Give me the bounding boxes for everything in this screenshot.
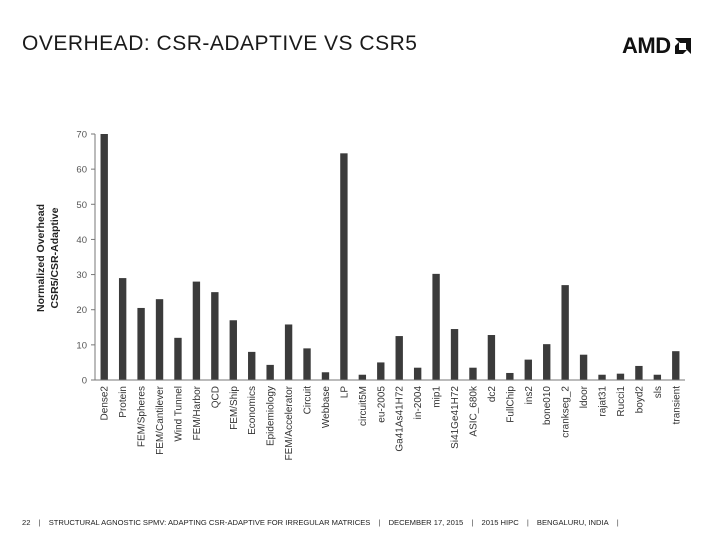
bar-11 [303,348,311,380]
x-tick-label: Si41Ge41H72 [450,386,461,449]
bar-9 [266,364,274,380]
amd-logo-text: AMD [622,33,671,58]
x-tick-label: FEM/Cantilever [155,385,166,455]
bar-7 [229,320,237,380]
bar-31 [672,351,680,380]
bar-5 [192,281,201,380]
y-axis-title: Normalized Overhead CSR5/CSR-Adaptive [35,204,61,312]
x-tick-label: bone010 [542,386,553,425]
overhead-bar-chart: Normalized Overhead CSR5/CSR-Adaptive 0 1… [35,130,685,460]
x-tick-label: FEM/Harbor [192,385,203,440]
bar-3 [155,299,164,380]
footer-separator: | [526,518,529,527]
y-axis: 0 10 20 30 40 50 60 70 [76,130,95,387]
bar-22 [506,372,514,380]
x-tick-label: mip1 [432,386,443,408]
y-tick-label: 60 [76,165,87,176]
y-tick-label: 20 [76,305,87,316]
slide-title: OVERHEAD: CSR-ADAPTIVE VS CSR5 [22,32,418,55]
x-tick-label: FEM/Ship [229,386,240,430]
bar-1 [118,278,127,380]
bar-4 [174,337,182,380]
x-tick-label: Webbase [321,386,332,429]
x-tick-label: Rucci1 [616,386,627,417]
footer-location: BENGALURU, INDIA [536,518,609,527]
x-tick-label: FEM/Accelerator [284,385,295,460]
bar-20 [469,367,477,380]
x-tick-label: FEM/Spheres [137,386,148,447]
x-tick-label: LP [339,386,350,399]
bar-2 [137,307,145,380]
footer-separator: | [471,518,474,527]
bar-17 [413,367,422,380]
bar-8 [248,351,256,380]
y-tick-label: 30 [76,270,87,281]
x-tick-label: rajat31 [598,386,609,417]
bar-12 [321,372,330,380]
x-tick-label: sls [653,386,664,398]
amd-logo: AMD [622,33,702,58]
bar-18 [432,273,440,380]
x-tick-label: ASIC_680k [468,385,479,437]
x-tick-label: Wind Tunnel [173,386,184,442]
bar-21 [487,335,496,380]
bar-6 [211,292,219,380]
x-tick-label: Circuit [303,386,314,415]
y-tick-label: 50 [76,200,87,211]
x-tick-label: Protein [118,386,129,418]
footer-talk-title: STRUCTURAL AGNOSTIC SPMV: ADAPTING CSR-A… [48,518,371,527]
footer-page-number: 22 [22,518,31,527]
bar-14 [358,374,367,380]
footer-separator: | [378,518,381,527]
x-tick-label: Ga41As41H72 [395,386,406,452]
x-tick-label: ldoor [579,385,590,408]
x-tick-label: FullChip [505,386,516,423]
bar-25 [561,285,569,380]
x-tick-label: in-2004 [413,386,424,420]
bar-29 [635,365,643,380]
y-axis-title-line2: CSR5/CSR-Adaptive [49,207,61,308]
x-tick-label: Economics [247,386,258,435]
y-tick-label: 70 [76,130,87,141]
bar-13 [340,153,348,380]
amd-arrow-icon [674,38,691,54]
bar-30 [653,374,662,380]
x-tick-label: dc2 [487,386,498,403]
y-tick-label: 0 [82,376,87,387]
bar-27 [598,374,606,380]
x-tick-label: crankseg_2 [561,386,572,438]
footer-separator: | [616,518,619,527]
slide-footer: 22 | STRUCTURAL AGNOSTIC SPMV: ADAPTING … [22,518,625,527]
bar-16 [395,336,403,380]
x-tick-label: transient [671,386,682,425]
bar-26 [579,354,588,380]
y-tick-label: 10 [76,340,87,351]
bar-24 [543,344,551,380]
bar-23 [524,359,532,380]
footer-date: DECEMBER 17, 2015 [388,518,464,527]
bars [100,134,680,380]
x-axis-labels: Dense2 Protein FEM/Spheres FEM/Cantilever Wi… [100,385,683,460]
x-tick-label: boyd2 [634,386,645,414]
x-tick-label: eu-2005 [376,386,387,423]
y-tick-label: 40 [76,235,87,246]
footer-separator: | [38,518,41,527]
x-tick-label: ins2 [524,386,535,405]
bar-10 [284,324,293,380]
x-tick-label: QCD [210,386,221,408]
bar-28 [616,373,625,380]
bar-19 [450,329,459,380]
footer-conference: 2015 HIPC [481,518,519,527]
x-tick-label: Dense2 [100,386,111,421]
x-tick-label: circuit5M [358,386,369,426]
bar-0 [100,134,108,380]
y-axis-title-line1: Normalized Overhead [35,204,47,312]
bar-15 [377,362,385,380]
x-tick-label: Epidemiology [266,386,277,446]
